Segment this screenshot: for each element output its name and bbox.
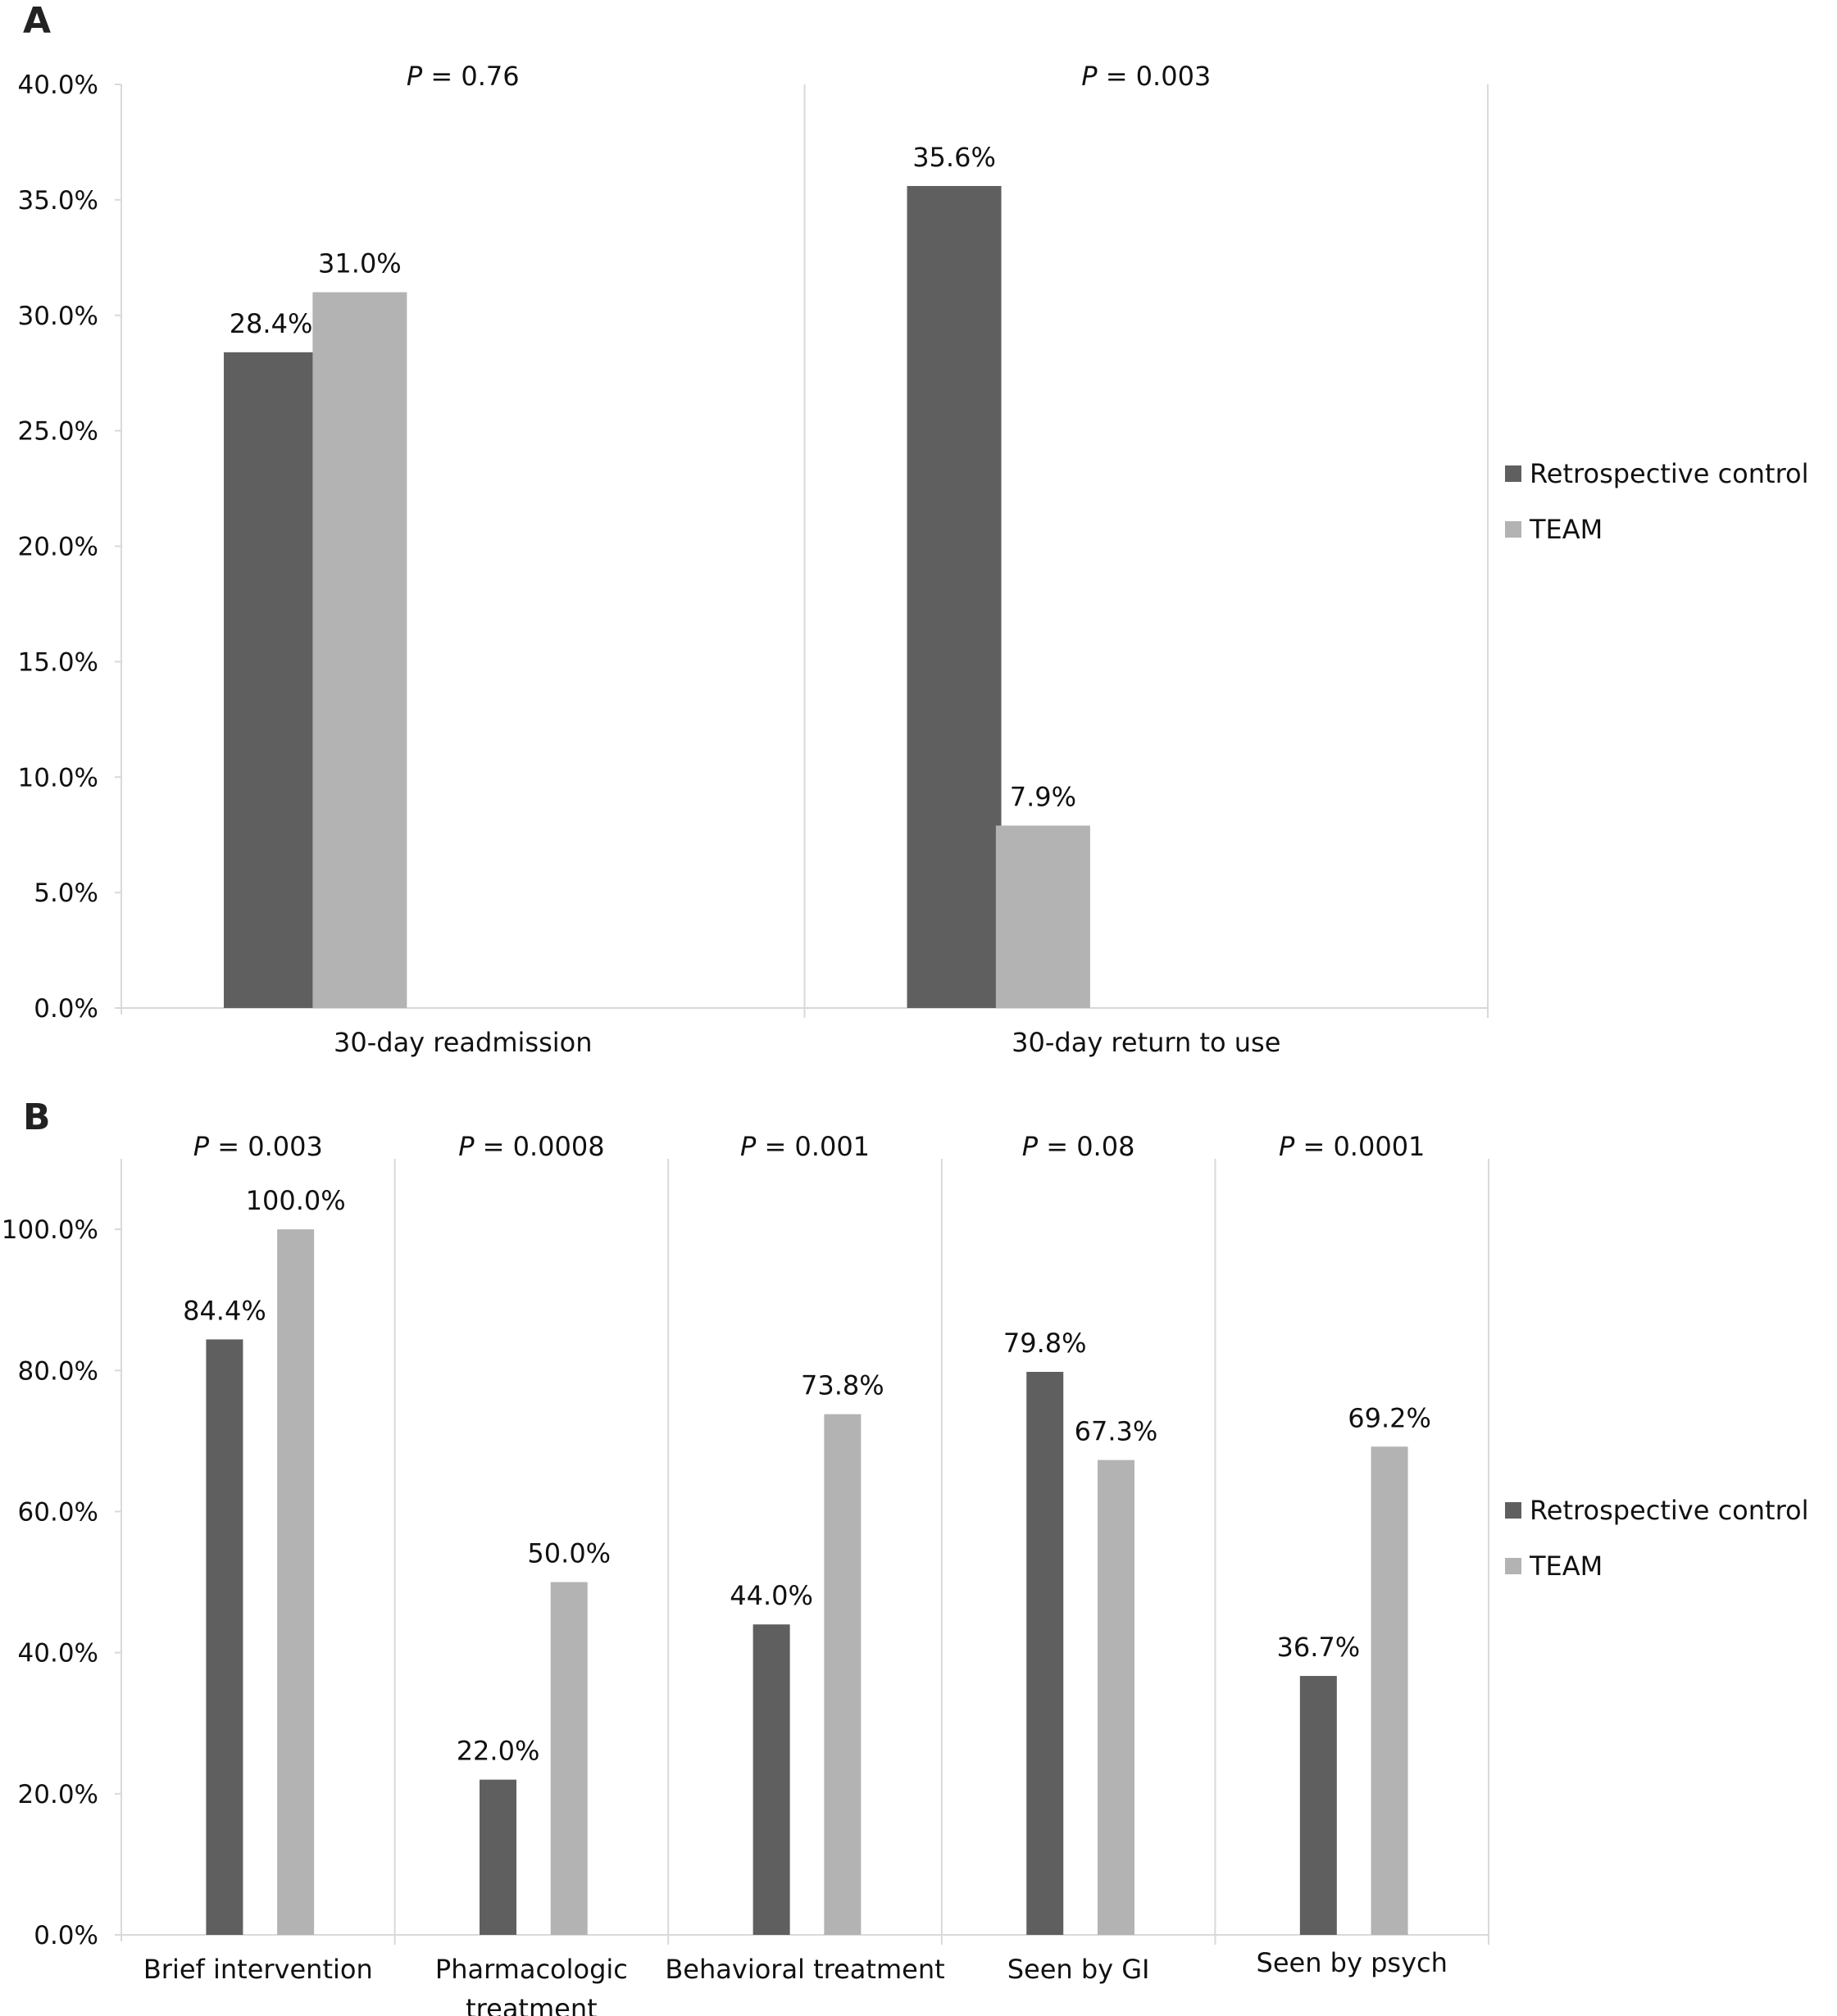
legend-label: TEAM bbox=[1529, 514, 1603, 545]
data-label: 84.4% bbox=[183, 1295, 266, 1326]
bar-control bbox=[1026, 1371, 1064, 1935]
data-label: 79.8% bbox=[1003, 1328, 1087, 1359]
x-tick-label: Brief intervention bbox=[143, 1954, 373, 1985]
y-tick-label: 15.0% bbox=[18, 647, 98, 677]
y-tick-label: 35.0% bbox=[18, 186, 98, 216]
data-label: 31.0% bbox=[318, 248, 402, 279]
bar-control bbox=[480, 1779, 517, 1935]
bar-team bbox=[277, 1229, 315, 1935]
data-label: 100.0% bbox=[246, 1185, 346, 1216]
data-label: 35.6% bbox=[912, 142, 996, 173]
bar-team bbox=[550, 1582, 588, 1935]
bar-team bbox=[1097, 1460, 1134, 1935]
data-label: 7.9% bbox=[1010, 781, 1076, 812]
p-value-label: P = 0.0001 bbox=[1279, 1131, 1425, 1162]
legend-swatch-team bbox=[1505, 1558, 1521, 1574]
bar-team bbox=[995, 825, 1090, 1008]
bar-team bbox=[312, 292, 407, 1008]
p-value-label: P = 0.0008 bbox=[458, 1131, 604, 1162]
data-label: 22.0% bbox=[457, 1736, 540, 1767]
data-label: 44.0% bbox=[730, 1580, 813, 1611]
p-value-label: P = 0.001 bbox=[740, 1131, 870, 1162]
data-label: 69.2% bbox=[1348, 1402, 1431, 1433]
x-tick-label: Seen by GI bbox=[1007, 1954, 1150, 1985]
y-tick-label: 0.0% bbox=[34, 994, 98, 1024]
p-value-label: P = 0.76 bbox=[407, 61, 520, 92]
legend-label: TEAM bbox=[1529, 1551, 1603, 1582]
bar-control bbox=[753, 1624, 790, 1935]
data-label: 36.7% bbox=[1276, 1632, 1360, 1663]
bar-control bbox=[907, 185, 1002, 1009]
data-label: 50.0% bbox=[527, 1538, 611, 1569]
y-tick-label: 40.0% bbox=[18, 70, 98, 100]
y-tick-label: 40.0% bbox=[18, 1639, 98, 1669]
legend-swatch-control bbox=[1505, 465, 1521, 482]
y-tick-label: 80.0% bbox=[18, 1356, 98, 1386]
legend-label: Retrospective control bbox=[1530, 458, 1808, 489]
legend-swatch-control bbox=[1505, 1502, 1521, 1519]
y-tick-label: 10.0% bbox=[18, 763, 98, 792]
p-value-label: P = 0.08 bbox=[1022, 1131, 1135, 1162]
bar-control bbox=[206, 1339, 243, 1935]
data-label: 73.8% bbox=[801, 1370, 884, 1401]
panel-label-B: B bbox=[23, 1097, 51, 1138]
y-tick-label: 0.0% bbox=[34, 1921, 98, 1950]
y-tick-label: 100.0% bbox=[2, 1215, 98, 1245]
bar-team bbox=[824, 1414, 862, 1935]
panel-label-A: A bbox=[23, 0, 51, 42]
p-value-label: P = 0.003 bbox=[193, 1131, 323, 1162]
legend-label: Retrospective control bbox=[1530, 1495, 1808, 1526]
legend-swatch-team bbox=[1505, 521, 1521, 538]
y-tick-label: 20.0% bbox=[18, 533, 98, 562]
data-label: 67.3% bbox=[1075, 1416, 1158, 1447]
y-tick-label: 60.0% bbox=[18, 1497, 98, 1527]
x-tick-label: Behavioral treatment bbox=[665, 1954, 944, 1985]
bar-team bbox=[1371, 1446, 1408, 1935]
p-value-label: P = 0.003 bbox=[1081, 61, 1211, 92]
y-tick-label: 25.0% bbox=[18, 417, 98, 447]
y-tick-label: 5.0% bbox=[34, 879, 98, 908]
x-tick-label: 30-day return to use bbox=[1012, 1027, 1280, 1058]
bar-control bbox=[1299, 1676, 1337, 1935]
y-tick-label: 30.0% bbox=[18, 302, 98, 331]
x-tick-label: Pharmacologic bbox=[435, 1954, 628, 1985]
x-tick-label: Seen by psych bbox=[1257, 1947, 1448, 1978]
bar-control bbox=[224, 352, 319, 1009]
y-tick-label: 20.0% bbox=[18, 1780, 98, 1809]
x-tick-label: treatment bbox=[466, 1993, 598, 2016]
data-label: 28.4% bbox=[230, 308, 313, 339]
x-tick-label: 30-day readmission bbox=[334, 1027, 593, 1058]
